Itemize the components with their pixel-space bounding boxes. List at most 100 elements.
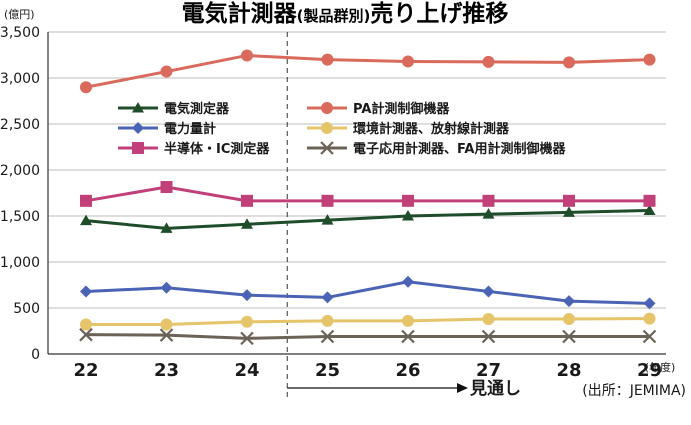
x-tick-label: 26 bbox=[395, 360, 420, 381]
data-point-square bbox=[482, 194, 495, 207]
data-point-x bbox=[240, 331, 254, 346]
gridlines bbox=[48, 31, 666, 309]
data-point-circle bbox=[321, 122, 333, 134]
y-tick-label: 0 bbox=[31, 347, 40, 363]
data-point-diamond bbox=[643, 297, 656, 310]
series-line bbox=[85, 333, 650, 340]
legend-item: 電力量計 bbox=[118, 121, 216, 137]
data-point-x-stroke bbox=[481, 329, 496, 344]
data-point-triangle bbox=[482, 208, 495, 219]
data-point-diamond bbox=[160, 281, 173, 294]
data-point-x bbox=[320, 141, 334, 155]
data-point-triangle bbox=[80, 214, 92, 226]
legend-label: 電気測定器 bbox=[164, 101, 230, 117]
y-tick-label: 1,500 bbox=[0, 209, 40, 225]
data-point-circle bbox=[482, 313, 495, 326]
axes bbox=[47, 32, 666, 355]
x-tick-label: 22 bbox=[73, 360, 98, 381]
y-tick-label: 3,500 bbox=[0, 25, 40, 41]
x-tick-label: 25 bbox=[315, 360, 340, 381]
data-point-circle bbox=[321, 102, 333, 114]
data-point-circle bbox=[160, 65, 173, 78]
forecast-arrow-head bbox=[457, 383, 468, 393]
legend-label: 半導体・IC測定器 bbox=[164, 141, 270, 157]
data-point-square bbox=[241, 194, 253, 207]
data-point-diamond bbox=[563, 295, 575, 308]
data-point-triangle bbox=[160, 222, 173, 233]
data-point-square bbox=[132, 142, 144, 154]
data-point-diamond bbox=[132, 122, 144, 134]
data-point-x-stroke bbox=[320, 141, 334, 155]
chart-title: 電気計測器(製品群別)売り上げ推移 bbox=[182, 0, 509, 27]
x-axis-ticks: 22 23 24 25 26 27 28 29 bbox=[73, 360, 662, 381]
data-point-circle bbox=[241, 315, 253, 328]
data-point-x-stroke bbox=[159, 328, 174, 342]
data-point-triangle bbox=[402, 210, 414, 221]
series-line bbox=[85, 280, 650, 305]
data-point-circle bbox=[482, 55, 495, 68]
data-point-x bbox=[159, 328, 174, 342]
x-tick-label: 28 bbox=[556, 360, 581, 381]
x-axis-unit: (年度) bbox=[645, 360, 676, 374]
data-point-triangle bbox=[643, 204, 656, 215]
data-point-circle bbox=[80, 81, 92, 94]
data-point-circle bbox=[402, 314, 414, 327]
data-point-circle bbox=[563, 56, 575, 69]
series-line bbox=[85, 53, 650, 89]
x-tick-label: 29 bbox=[637, 360, 662, 381]
y-tick-label: 500 bbox=[13, 301, 40, 317]
data-point-square bbox=[563, 194, 575, 207]
data-point-x-stroke bbox=[240, 331, 254, 346]
forecast-label: 見通し bbox=[469, 379, 521, 399]
data-point-x bbox=[481, 329, 496, 344]
data-point-x bbox=[79, 327, 93, 342]
data-point-x-stroke bbox=[401, 329, 415, 344]
y-axis-unit: (億円) bbox=[4, 8, 35, 21]
data-point-circle bbox=[241, 49, 253, 62]
data-point-square bbox=[402, 194, 414, 207]
data-point-circle bbox=[321, 314, 334, 327]
source-note: (出所：JEMIMA) bbox=[582, 383, 686, 399]
data-point-triangle bbox=[563, 206, 575, 217]
legend-item: 環境計測器、放射線計測器 bbox=[307, 121, 510, 137]
data-point-triangle bbox=[132, 102, 144, 113]
data-point-square bbox=[321, 194, 334, 207]
legend-item: 電気測定器 bbox=[118, 101, 230, 117]
series-lines bbox=[85, 53, 650, 340]
data-point-circle bbox=[321, 53, 334, 66]
y-tick-label: 1,000 bbox=[0, 255, 40, 271]
legend-label: 環境計測器、放射線計測器 bbox=[353, 121, 510, 137]
y-tick-label: 2,500 bbox=[0, 117, 40, 133]
data-point-x-stroke bbox=[642, 329, 657, 344]
series-line bbox=[85, 208, 650, 230]
data-point-triangle bbox=[321, 214, 334, 225]
data-point-diamond bbox=[482, 285, 495, 298]
data-point-circle bbox=[80, 318, 92, 331]
data-point-x-stroke bbox=[562, 329, 576, 344]
data-point-x-stroke bbox=[79, 327, 93, 342]
data-point-square bbox=[80, 194, 92, 207]
legend-item: 半導体・IC測定器 bbox=[118, 141, 270, 157]
x-tick-label: 23 bbox=[154, 360, 179, 381]
y-tick-label: 3,000 bbox=[0, 71, 40, 87]
x-tick-label: 24 bbox=[234, 360, 259, 381]
series-markers bbox=[79, 49, 657, 346]
data-point-square bbox=[643, 194, 656, 207]
data-point-x bbox=[562, 329, 576, 344]
data-point-x-stroke bbox=[320, 329, 335, 344]
data-point-circle bbox=[643, 53, 656, 66]
legend-item: 電子応用計測器、FA用計測制御機器 bbox=[307, 141, 566, 157]
data-point-x bbox=[320, 329, 335, 344]
data-point-circle bbox=[643, 312, 656, 325]
data-point-diamond bbox=[402, 275, 414, 288]
data-point-triangle bbox=[241, 218, 253, 229]
data-point-circle bbox=[160, 318, 173, 331]
series-line bbox=[85, 185, 650, 203]
data-point-circle bbox=[402, 55, 414, 68]
data-point-diamond bbox=[241, 289, 253, 302]
x-tick-label: 27 bbox=[476, 360, 501, 381]
legend-label: 電子応用計測器、FA用計測制御機器 bbox=[353, 141, 566, 157]
data-point-diamond bbox=[321, 291, 334, 304]
